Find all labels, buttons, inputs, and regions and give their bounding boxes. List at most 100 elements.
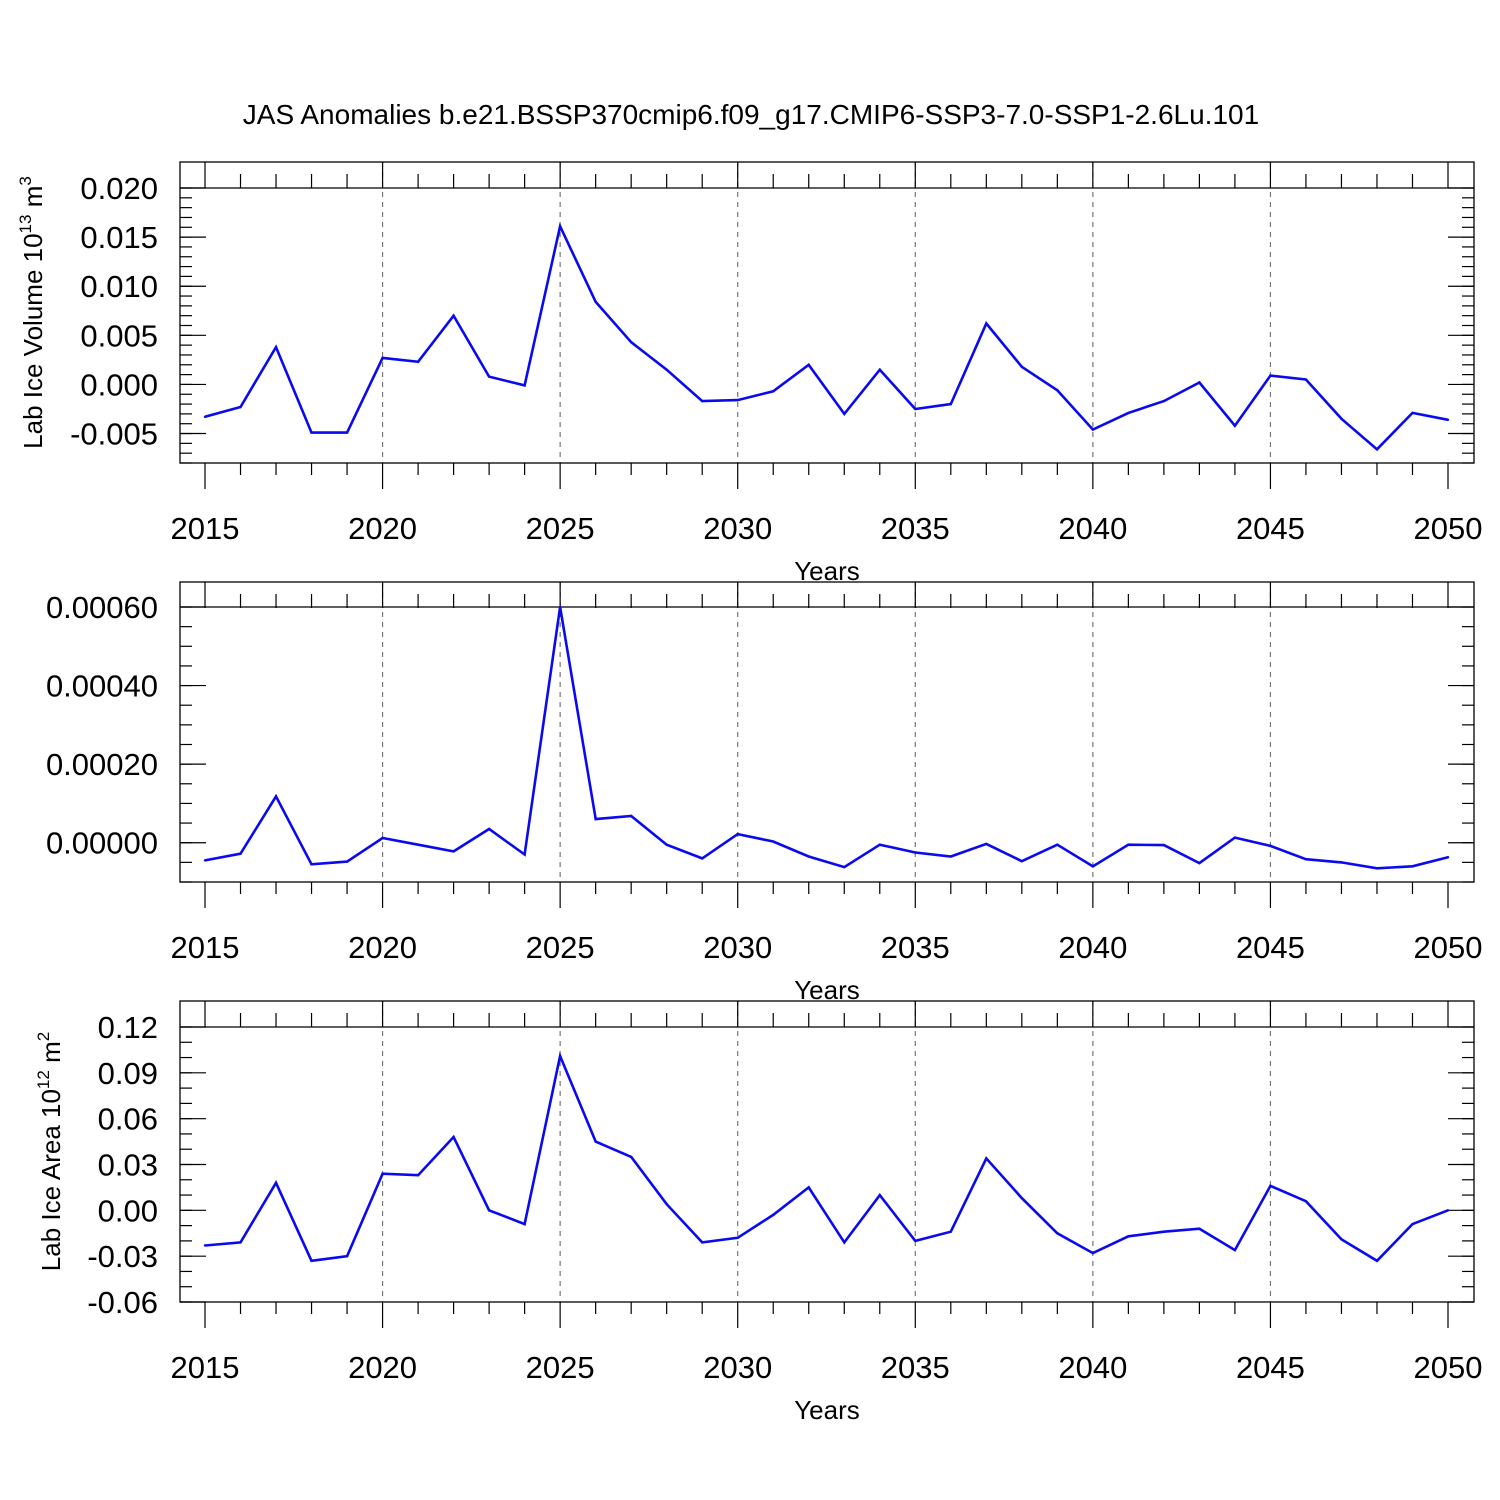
y-axis-label-part: 3 — [0, 580, 8, 589]
data-point — [558, 225, 562, 228]
data-point — [701, 1241, 704, 1244]
data-point — [239, 1241, 242, 1244]
x-tick-label: 2015 — [171, 930, 240, 965]
data-point — [239, 852, 242, 855]
data-point — [239, 405, 242, 409]
data-point — [772, 840, 775, 843]
data-point — [878, 368, 881, 371]
data-point — [1340, 861, 1343, 864]
data-point — [629, 814, 633, 818]
data-point — [1091, 865, 1095, 868]
y-tick-label: 0.00 — [98, 1193, 158, 1228]
y-axis-label-part: 12 — [34, 1070, 53, 1089]
y-tick-label: 0.00000 — [46, 826, 158, 861]
x-tick-label: 2015 — [171, 511, 240, 546]
x-tick-label: 2020 — [348, 511, 417, 546]
data-point — [523, 384, 526, 387]
plot-frame — [179, 581, 1475, 883]
x-axis-label: Years — [794, 1395, 860, 1425]
y-tick-label: 0.06 — [98, 1102, 158, 1137]
data-point — [1233, 836, 1237, 839]
y-tick-label: 0.015 — [80, 220, 158, 255]
plot-frame — [179, 161, 1475, 464]
data-point — [949, 1230, 952, 1233]
data-point — [487, 375, 491, 378]
x-tick-label: 2040 — [1058, 511, 1127, 546]
data-point — [203, 415, 207, 419]
data-point — [736, 832, 739, 836]
data-point — [1020, 859, 1024, 863]
data-point — [594, 300, 597, 304]
y-tick-label: 0.03 — [98, 1148, 158, 1183]
data-point — [345, 860, 349, 863]
data-point — [1233, 1248, 1237, 1252]
data-point — [310, 1259, 313, 1262]
data-point — [843, 1241, 846, 1244]
data-point — [1127, 1235, 1130, 1238]
data-point — [629, 340, 633, 344]
y-tick-label: 0.010 — [80, 269, 158, 304]
y-axis-label-part: m — [36, 1041, 66, 1070]
data-point — [701, 399, 704, 403]
x-tick-label: 2030 — [703, 511, 772, 546]
y-tick-label: 0.000 — [80, 367, 158, 402]
x-tick-label: 2045 — [1236, 511, 1305, 546]
y-axis-label: Lab Ice Area 1012 m2 — [34, 1032, 66, 1271]
data-point — [523, 1222, 526, 1226]
x-tick-label: 2025 — [526, 930, 595, 965]
data-point — [1304, 858, 1308, 861]
data-point — [1375, 448, 1379, 451]
x-tick-label: 2050 — [1414, 930, 1483, 965]
data-point — [274, 345, 278, 349]
y-tick-label: 0.020 — [80, 171, 158, 206]
x-tick-label: 2025 — [526, 511, 595, 546]
data-point — [878, 1193, 881, 1197]
data-point — [1198, 861, 1201, 865]
data-point — [1340, 1238, 1343, 1241]
series-line — [204, 1051, 1449, 1263]
panels-group: -0.005 0.000 0.005 0.010 0.015 0.020 2015 2020 2… — [0, 161, 1483, 1425]
data-point — [1411, 411, 1414, 415]
data-point — [487, 1209, 491, 1212]
y-tick-label: 0.00040 — [46, 669, 158, 704]
data-point — [1056, 1232, 1059, 1235]
data-point — [558, 605, 562, 609]
data-point — [665, 368, 668, 371]
data-point — [274, 795, 278, 798]
y-axis-label-part: Lab Ice Volume 10 — [18, 233, 48, 448]
x-tick-label: 2040 — [1058, 930, 1127, 965]
x-tick-label: 2045 — [1236, 1350, 1305, 1385]
plot-frame — [179, 1000, 1475, 1303]
data-point — [1020, 1196, 1024, 1200]
data-point — [345, 431, 349, 434]
data-point — [1091, 428, 1095, 431]
data-point — [665, 1203, 668, 1206]
data-point — [452, 314, 455, 317]
data-point — [1233, 424, 1237, 427]
data-point — [701, 857, 704, 860]
data-point — [772, 1213, 775, 1217]
data-point — [1056, 389, 1059, 392]
data-point — [1269, 374, 1272, 377]
data-point — [523, 853, 526, 856]
data-point — [1446, 1209, 1450, 1212]
data-point — [843, 865, 846, 869]
data-point — [1198, 381, 1201, 384]
chart-panel-1: -0.005 0.000 0.005 0.010 0.015 0.020 2015 2020 2… — [16, 161, 1482, 586]
data-point — [487, 827, 491, 831]
data-point — [381, 836, 384, 840]
chart-panel-3: -0.06 -0.03 0.00 0.03 0.06 0.09 0.12 2015 2020 20… — [34, 1000, 1482, 1425]
data-point — [1411, 865, 1414, 868]
data-point — [1304, 1199, 1308, 1203]
y-tick-label: -0.06 — [87, 1285, 158, 1320]
x-tick-label: 2030 — [703, 1350, 772, 1385]
data-point — [416, 1173, 420, 1177]
data-point — [452, 1135, 455, 1139]
data-point — [1020, 365, 1024, 368]
x-tick-label: 2035 — [881, 511, 950, 546]
figure-title: JAS Anomalies b.e21.BSSP370cmip6.f09_g17… — [243, 99, 1259, 130]
x-axis-label: Years — [794, 975, 860, 1005]
data-point — [1411, 1222, 1414, 1226]
x-axis-label: Years — [794, 556, 860, 586]
